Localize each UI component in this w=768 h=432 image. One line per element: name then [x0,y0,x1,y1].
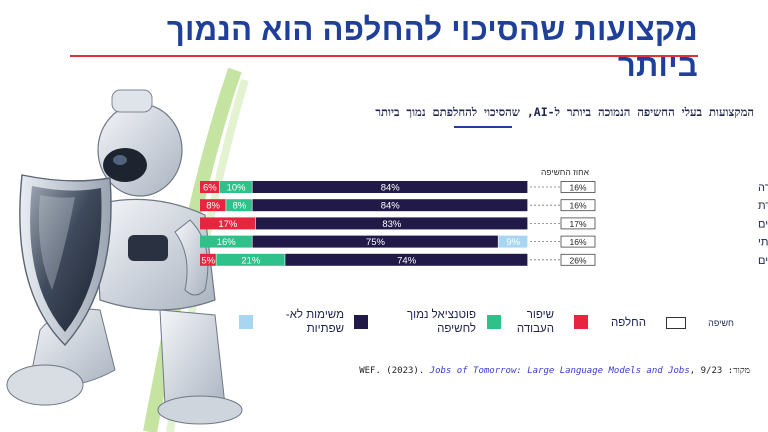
bar-low_potential [285,253,528,266]
exposure-value: 16% [569,183,586,193]
chart-subtitle: המקצועות בעלי החשיפה הנמוכה ביותר ל-AI, … [375,105,754,119]
legend-label-exposure: חשיפה [708,318,734,328]
data-label: 6% [203,183,217,194]
bar-non_language [498,235,528,248]
exposure-box [560,181,596,193]
legend-label-non-language: משימות לא- שפתיות [286,308,344,336]
legend-swatch-augmentation [487,315,501,329]
source-label: מקור: [727,366,750,376]
legend-label-low-potential-1: פוטנציאל נמוך [406,309,476,321]
legend-swatch-low-potential [354,315,368,329]
legend-swatch-replacement [574,315,588,329]
exposure-box [560,199,596,212]
bar-replacement [200,199,226,212]
data-label: 21% [241,255,261,266]
exposure-value: 17% [569,219,586,229]
data-label: 9% [506,237,520,248]
bar-augmentation [216,253,285,266]
bar-low_potential [252,199,528,212]
data-label: 8% [206,201,220,212]
data-label: 75% [366,237,386,248]
exposure-box [560,235,596,248]
data-label: 10% [227,183,247,194]
exposure-box [560,253,596,266]
data-label: 17% [218,219,238,230]
legend-swatch-non-language [239,315,253,329]
bar-augmentation [200,235,252,248]
source-publication: Jobs of Tomorrow: Large Language Models … [429,366,690,376]
data-label: 84% [381,183,401,194]
bar-replacement [200,181,220,193]
data-label: 16% [217,237,237,248]
data-label: 84% [381,201,401,212]
bar-low_potential [252,181,528,193]
source-org: WEF. (2023). [359,366,425,376]
exposure-value: 16% [569,201,586,211]
legend-label-non-language-1: משימות לא- [285,309,344,321]
data-label: 83% [382,219,402,230]
category-label: רופאים מרדימים [758,255,768,267]
legend-swatch-exposure [666,317,686,329]
legend-label-augmentation-2: העבודה [516,323,554,335]
exposure-value: 16% [569,237,586,247]
category-label: עוזרים משפטיים [758,218,768,230]
category-label: אנשי דת [758,200,768,212]
legend-label-low-potential-2: לחשיפה [437,323,476,335]
subtitle-underline [454,126,512,128]
data-label: 8% [232,201,246,212]
bar-low_potential [255,217,528,230]
exposure-value: 26% [569,255,586,265]
legend-label-augmentation-1: שיפור [526,309,554,321]
data-label: 74% [397,255,417,266]
exposure-header: אחוז החשיפה [541,167,590,177]
legend-label-non-language-2: שפתיות [306,323,344,335]
page-title: מקצועות שהסיכוי להחלפה הוא הנמוך ביותר [166,12,698,83]
legend-label-replacement: החלפה [610,317,646,329]
source-reference: WEF. (2023). Jobs of Tomorrow: Large Lan… [359,366,722,376]
legend-label-low-potential: פוטנציאל נמוך לחשיפה [407,308,476,336]
bar-replacement [200,253,216,266]
category-label: עובדי סיעוד ביתי [758,237,768,249]
bar-augmentation [226,199,252,212]
bar-replacement [200,217,256,230]
bar-augmentation [219,181,252,193]
bar-low_potential [252,235,498,248]
exposure-box [560,217,596,230]
source-citation: מקור: WEF. (2023). Jobs of Tomorrow: Lar… [230,365,750,376]
legend-label-augmentation: שיפור העבודה [517,308,554,336]
source-date: , 9/23 [689,366,723,376]
data-label: 5% [201,255,215,266]
category-label: חינוך, הכוונה, וייעוץ קריירה [758,182,768,194]
title-underline [70,55,698,57]
